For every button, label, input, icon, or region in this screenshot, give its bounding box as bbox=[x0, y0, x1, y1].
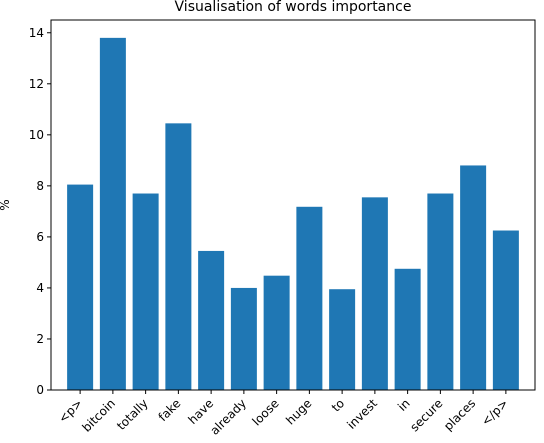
x-tick-label: already bbox=[207, 396, 249, 438]
x-tick-label: <p> bbox=[56, 396, 86, 426]
y-axis: 0 2 4 6 8 10 12 14 bbox=[29, 26, 51, 397]
bar-10 bbox=[394, 268, 421, 390]
bar-4 bbox=[198, 250, 225, 390]
x-tick-label: totally bbox=[114, 396, 151, 433]
x-tick-label: secure bbox=[407, 396, 445, 434]
bar-12 bbox=[460, 165, 487, 390]
bar-0 bbox=[67, 184, 94, 390]
x-tick-label: huge bbox=[283, 396, 314, 427]
y-axis-label: % bbox=[0, 199, 12, 210]
x-tick-label: places bbox=[441, 396, 478, 433]
bar-13 bbox=[492, 230, 519, 390]
x-tick-label: fake bbox=[156, 396, 184, 424]
x-tick-label: invest bbox=[344, 396, 380, 432]
y-tick-label: 6 bbox=[36, 230, 44, 244]
y-tick-label: 8 bbox=[36, 179, 44, 193]
bar-8 bbox=[329, 289, 356, 390]
y-tick-label: 10 bbox=[29, 128, 44, 142]
y-tick-label: 14 bbox=[29, 26, 44, 40]
bar-1 bbox=[99, 37, 126, 391]
y-tick-label: 12 bbox=[29, 77, 44, 91]
x-tick-label: to bbox=[329, 396, 347, 414]
x-tick-label: </p> bbox=[479, 396, 511, 428]
bar-11 bbox=[427, 193, 454, 390]
x-tick-label: loose bbox=[249, 396, 281, 428]
bar-2 bbox=[132, 193, 159, 390]
plot-frame bbox=[50, 19, 536, 391]
bar-5 bbox=[230, 287, 257, 390]
chart-title: Visualisation of words importance bbox=[175, 0, 412, 15]
bar-7 bbox=[296, 206, 323, 390]
y-tick-label: 4 bbox=[36, 281, 44, 295]
y-tick-label: 2 bbox=[36, 332, 44, 346]
x-tick-label: in bbox=[395, 396, 413, 414]
bar-9 bbox=[361, 197, 388, 390]
bar-6 bbox=[263, 275, 290, 390]
x-tick-label: bitcoin bbox=[79, 396, 118, 435]
bar-3 bbox=[165, 123, 192, 391]
y-tick-label: 0 bbox=[36, 383, 44, 397]
bars-group bbox=[67, 37, 519, 391]
